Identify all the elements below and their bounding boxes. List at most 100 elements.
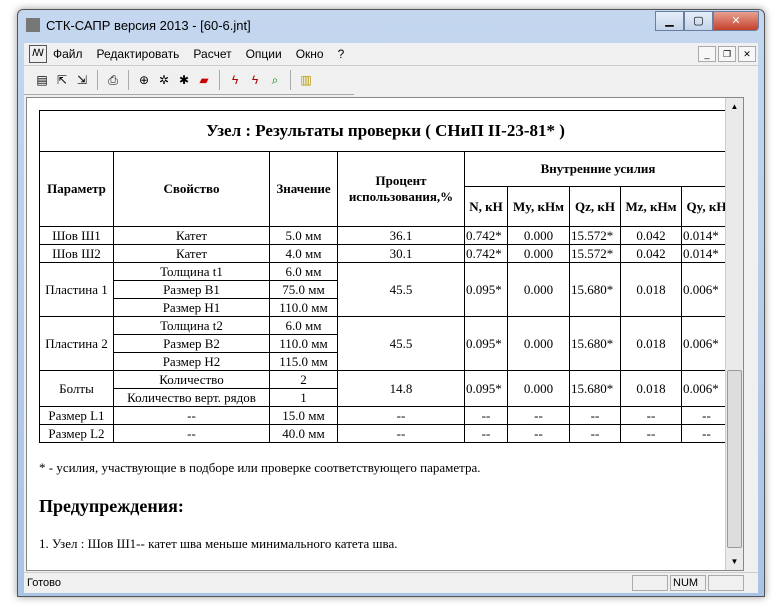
mdi-minimize-button[interactable]: _ (698, 46, 716, 62)
table-row: Количество верт. рядов 1 (40, 388, 732, 407)
force-qy-cell: 0.006* (681, 370, 732, 407)
percent-cell: -- (337, 424, 465, 443)
force-mz-cell: -- (620, 406, 682, 425)
report-icon[interactable]: ▥ (300, 73, 312, 87)
param-cell: Болты (39, 370, 114, 407)
force-n-cell: 0.742* (464, 244, 508, 263)
force-mz-cell: 0.018 (620, 370, 682, 407)
new-icon[interactable]: ▤ (36, 73, 48, 87)
mdi-close-button[interactable]: ✕ (738, 46, 756, 62)
table-row: Шов Ш1 Катет 5.0 мм 36.1 0.742* 0.000 15.572* 0… (39, 226, 732, 245)
report-view: Узел : Результаты проверки ( СНиП II-23-… (26, 97, 744, 571)
force-my-cell: -- (507, 424, 570, 443)
prop-cell: Катет (113, 244, 270, 263)
results-table: Узел : Результаты проверки ( СНиП II-23-… (39, 110, 732, 443)
force-qz-cell: -- (569, 424, 621, 443)
menu-options[interactable]: Опции (245, 47, 282, 61)
force-n-cell: -- (464, 406, 508, 425)
col-param: Параметр (39, 151, 114, 227)
force-mz-cell: 0.018 (620, 316, 682, 371)
table-row: Размер B2 110.0 мм (40, 334, 732, 353)
scroll-up-icon[interactable]: ▲ (730, 102, 739, 111)
menu-help[interactable]: ? (337, 47, 345, 61)
value-cell: 40.0 мм (269, 424, 338, 443)
value-cell: 110.0 мм (269, 334, 338, 353)
value-cell: 110.0 мм (269, 298, 338, 317)
prop-cell: Количество верт. рядов (113, 388, 270, 407)
percent-cell: 30.1 (337, 244, 465, 263)
param-cell: Размер L2 (39, 424, 114, 443)
menu-bar: ꟿ Файл Редактировать Расчет Опции Окно ?… (24, 43, 758, 66)
col-qz: Qz, кН (569, 186, 621, 227)
num-indicator: NUM (670, 575, 706, 591)
vertical-scrollbar[interactable]: ▲ ▼ (725, 98, 743, 570)
status-bar: Готово NUM (24, 572, 758, 593)
toolbar: ▤ ⇱ ⇲ ⎙ ⊕ ✲ ✱ ▰ ϟ ϟ ⌕ ▥ (24, 66, 354, 95)
table-row: Размер L1 -- 15.0 мм -- -- -- -- -- -- (39, 406, 732, 425)
table-row: Пластина 2 Толщина t2 6.0 мм 45.5 0.095* 0.00… (39, 316, 732, 371)
select-icon[interactable]: ϟ (251, 73, 259, 87)
force-qz-cell: 15.572* (569, 244, 621, 263)
percent-cell: -- (337, 406, 465, 425)
col-percent: Процент использования,% (337, 151, 465, 227)
force-n-cell: 0.095* (464, 262, 508, 317)
value-cell: 1 (269, 388, 338, 407)
force-mz-cell: -- (620, 424, 682, 443)
table-row: Размер L2 -- 40.0 мм -- -- -- -- -- -- (39, 424, 732, 443)
maximize-button[interactable]: ▢ (684, 11, 713, 31)
force-n-cell: -- (464, 424, 508, 443)
flag-icon[interactable]: ▰ (199, 73, 209, 87)
prop-cell: Размер H2 (113, 352, 270, 371)
export-icon[interactable]: ⇲ (76, 73, 88, 87)
app-icon (26, 18, 40, 32)
print-icon[interactable]: ⎙ (108, 73, 118, 87)
col-forces: Внутренние усилия (464, 151, 732, 187)
col-mz: Mz, кНм (620, 186, 682, 227)
force-qz-cell: -- (569, 406, 621, 425)
force-n-cell: 0.095* (464, 316, 508, 371)
tools-icon[interactable]: ✲ (158, 73, 170, 87)
force-my-cell: 0.000 (507, 316, 570, 371)
force-mz-cell: 0.018 (620, 262, 682, 317)
value-cell: 6.0 мм (269, 262, 338, 281)
close-button[interactable]: ✕ (713, 11, 759, 31)
value-cell: 15.0 мм (269, 406, 338, 425)
force-qy-cell: 0.006* (681, 316, 732, 371)
force-qz-cell: 15.680* (569, 370, 621, 407)
param-cell: Шов Ш2 (39, 244, 114, 263)
col-n: N, кН (464, 186, 508, 227)
mdi-restore-button[interactable]: ❐ (718, 46, 736, 62)
param-cell: Пластина 2 (39, 316, 114, 371)
menu-window[interactable]: Окно (295, 47, 324, 61)
warning-item: 1. Узел : Шов Ш1-- катет шва меньше мини… (39, 536, 398, 551)
node-icon[interactable]: ⊕ (138, 73, 150, 87)
force-my-cell: 0.000 (507, 262, 570, 317)
param-cell: Шов Ш1 (39, 226, 114, 245)
scroll-down-icon[interactable]: ▼ (730, 557, 739, 566)
prop-cell: Толщина t2 (113, 316, 270, 335)
menu-calc[interactable]: Расчет (193, 47, 232, 61)
prop-cell: Толщина t1 (113, 262, 270, 281)
force-mz-cell: 0.042 (620, 226, 682, 245)
document-icon[interactable]: ꟿ (29, 45, 47, 63)
percent-cell: 14.8 (337, 370, 465, 407)
table-row: Шов Ш2 Катет 4.0 мм 30.1 0.742* 0.000 15.572* 0… (39, 244, 732, 263)
search-icon[interactable]: ⌕ (271, 73, 279, 87)
force-mz-cell: 0.042 (620, 244, 682, 263)
prop-cell: -- (113, 424, 270, 443)
window-title: СТК-САПР версия 2013 - [60-6.jnt] (46, 18, 251, 33)
menu-edit[interactable]: Редактировать (96, 47, 180, 61)
param-cell: Размер L1 (39, 406, 114, 425)
col-qy: Qy, кН (681, 186, 732, 227)
import-icon[interactable]: ⇱ (56, 73, 68, 87)
scroll-thumb[interactable] (727, 370, 742, 548)
menu-file[interactable]: Файл (53, 47, 83, 61)
force-n-cell: 0.742* (464, 226, 508, 245)
minimize-button[interactable]: ▁ (655, 11, 684, 31)
force-my-cell: -- (507, 406, 570, 425)
tools2-icon[interactable]: ✱ (178, 73, 190, 87)
force-my-cell: 0.000 (507, 226, 570, 245)
check-icon[interactable]: ϟ (231, 73, 239, 87)
prop-cell: Размер H1 (113, 298, 270, 317)
col-prop: Свойство (113, 151, 270, 227)
